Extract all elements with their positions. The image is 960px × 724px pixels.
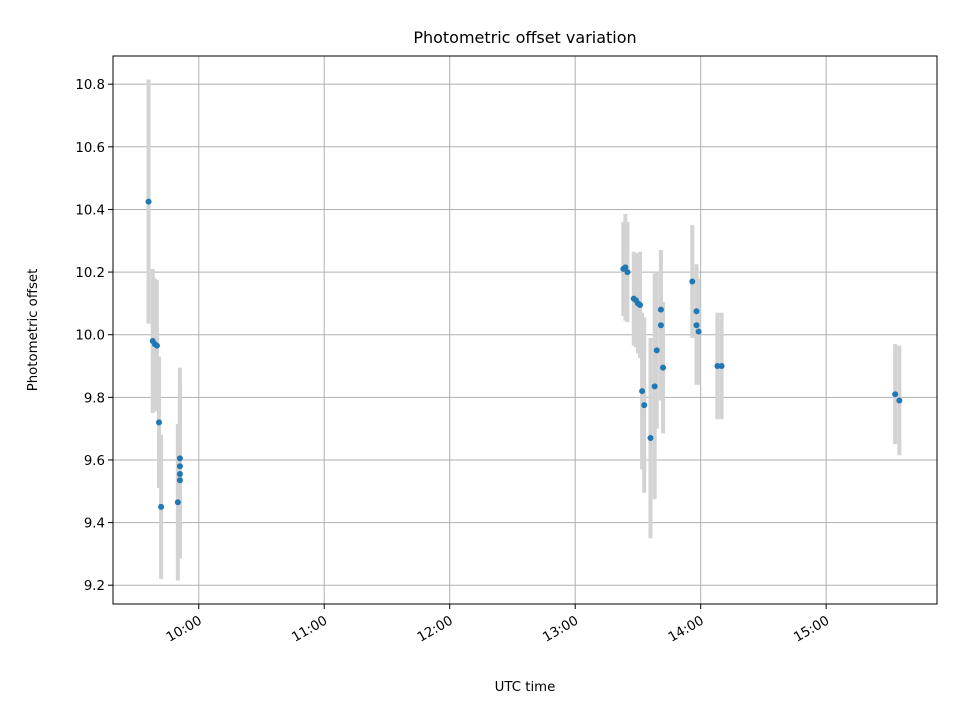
data-point — [657, 322, 664, 329]
data-point — [693, 322, 700, 329]
data-point — [651, 383, 658, 390]
y-tick-label: 10.2 — [75, 266, 105, 281]
y-tick-label: 9.6 — [84, 454, 105, 469]
data-point — [660, 364, 667, 371]
y-axis-ticks: 9.2 9.4 9.6 9.8 10.0 10.2 10.4 10.6 10.8 — [75, 78, 113, 594]
data-point — [693, 308, 700, 315]
data-point — [158, 503, 165, 510]
data-point — [695, 328, 702, 335]
data-point — [624, 269, 631, 276]
data-point — [892, 391, 899, 398]
data-point — [145, 198, 152, 205]
y-tick-label: 9.2 — [84, 579, 105, 594]
data-point — [714, 363, 721, 370]
data-point — [718, 363, 725, 370]
data-point — [622, 264, 629, 271]
data-point — [657, 306, 664, 313]
y-tick-label: 10.8 — [75, 78, 105, 93]
y-tick-label: 9.4 — [84, 517, 105, 532]
y-tick-label: 10.6 — [75, 141, 105, 156]
data-point — [647, 435, 654, 442]
data-point — [176, 455, 183, 462]
data-points — [145, 198, 903, 510]
y-tick-label: 10.4 — [75, 203, 105, 218]
y-tick-label: 10.0 — [75, 329, 105, 344]
data-point — [156, 419, 163, 426]
data-point — [639, 388, 646, 395]
data-point — [689, 278, 696, 285]
x-axis-label: UTC time — [495, 680, 556, 695]
chart-title: Photometric offset variation — [413, 28, 636, 47]
data-point — [641, 402, 648, 409]
plot-frame — [112, 55, 938, 605]
data-point — [153, 342, 160, 349]
data-point — [896, 397, 903, 404]
data-point — [653, 347, 660, 354]
data-point — [176, 471, 183, 478]
data-point — [637, 301, 644, 308]
y-tick-label: 9.8 — [84, 391, 105, 406]
data-point — [176, 477, 183, 484]
y-axis-label: Photometric offset — [26, 269, 41, 392]
data-point — [174, 499, 181, 506]
data-point — [176, 463, 183, 470]
